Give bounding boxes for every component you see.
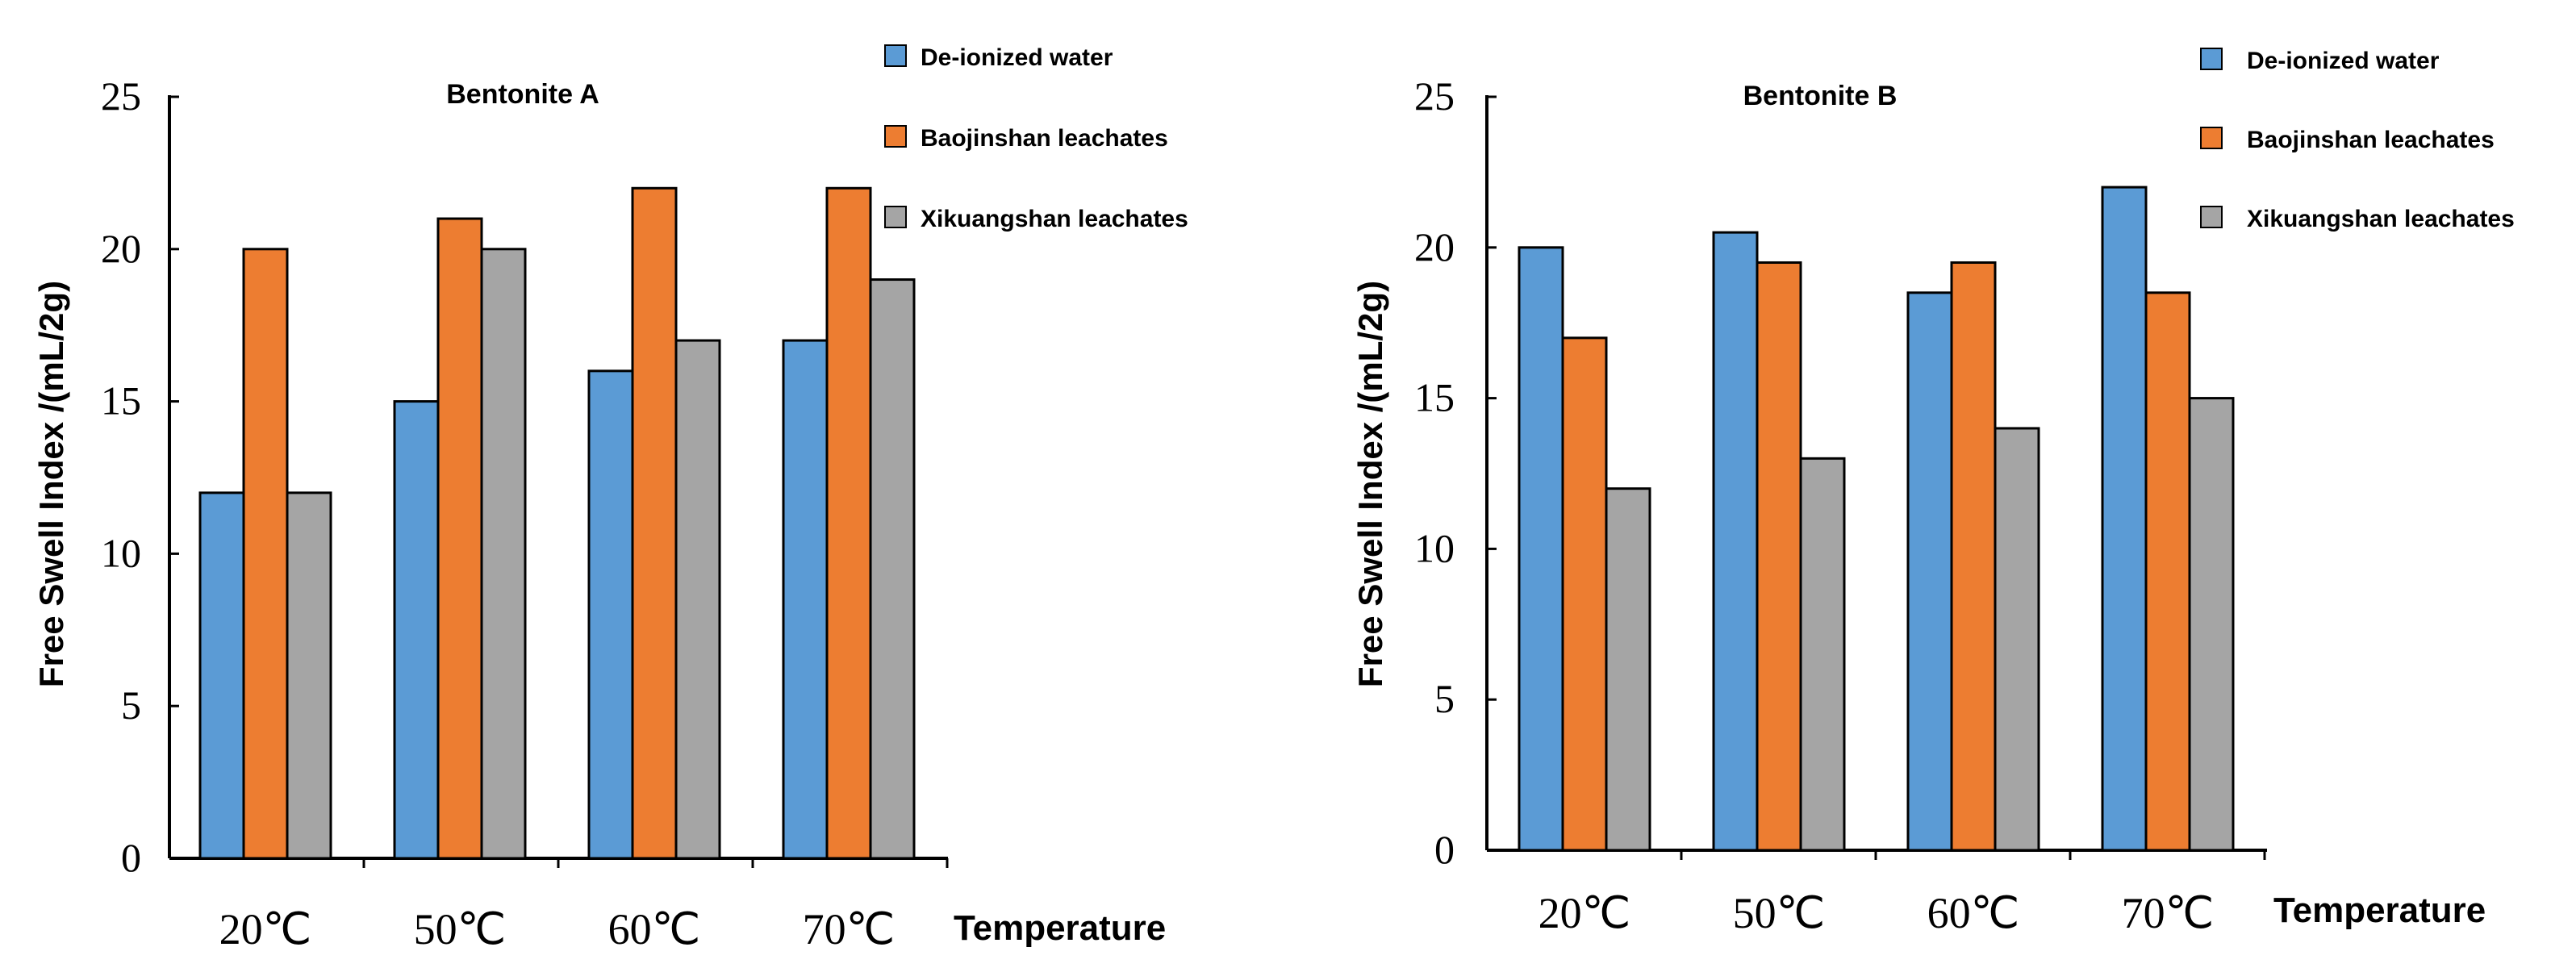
chart-b-y-tick-label: 5 [1434, 676, 1455, 721]
chart-b-category-label: 60℃ [1927, 889, 2020, 937]
chart-a-bar-s1-c2 [631, 186, 678, 860]
chart-b-xlabel: Temperature [2273, 891, 2486, 930]
chart-b-bar-s2-c2 [1994, 427, 2040, 852]
chart-a-y-tick-label: 10 [101, 530, 141, 575]
chart-b-bar-s0-c3 [2101, 186, 2148, 852]
chart-b-title: Bentonite B [1743, 81, 1898, 111]
chart-a-bar-s0-c3 [782, 339, 829, 860]
chart-b-bar-s0-c1 [1712, 231, 1759, 852]
chart-b-y-tick-label: 20 [1414, 224, 1455, 269]
chart-a-legend-label-1: Baojinshan leachates [921, 125, 1168, 152]
chart-b-bar-s1-c1 [1756, 261, 1802, 852]
chart-b-y-tick-label: 15 [1414, 375, 1455, 420]
chart-b-legend-label-1: Baojinshan leachates [2247, 127, 2495, 153]
chart-a-bar-s2-c0 [286, 491, 332, 860]
chart-b-bar-s1-c0 [1561, 336, 1608, 852]
chart-b-bar-s1-c2 [1950, 261, 1997, 852]
chart-b-legend-label-0: De-ionized water [2247, 48, 2440, 74]
chart-a-bar-s1-c3 [825, 186, 872, 860]
chart-a-ylabel: Free Swell Index /(mL/2g) [32, 281, 70, 687]
chart-a-y-tick-label: 25 [101, 73, 141, 119]
chart-a-category-label: 60℃ [608, 905, 701, 953]
chart-a-category-label: 50℃ [414, 905, 507, 953]
chart-a-title: Bentonite A [446, 79, 599, 110]
chart-a-legend-swatch-1 [884, 125, 907, 148]
chart-b-legend-swatch-1 [2200, 127, 2223, 149]
chart-a-legend-swatch-0 [884, 44, 907, 67]
chart-a-bar-s2-c1 [480, 248, 527, 860]
chart-a-legend-swatch-2 [884, 206, 907, 228]
chart-b-legend: De-ionized water Baojinshan leachates Xi… [2200, 48, 2515, 232]
chart-b-y-tick-label: 0 [1434, 827, 1455, 872]
chart-a-y-tick-label: 20 [101, 226, 141, 271]
chart-b-legend-swatch-2 [2200, 206, 2223, 228]
chart-b-bar-s2-c0 [1605, 487, 1651, 852]
chart-a-bar-s1-c1 [436, 217, 483, 860]
chart-b-y-tick-label: 10 [1414, 525, 1455, 570]
chart-a-bar-s0-c1 [393, 400, 440, 860]
chart-a-category-label: 20℃ [219, 905, 312, 953]
chart-b-bar-s1-c3 [2144, 291, 2191, 852]
chart-a-legend-label-2: Xikuangshan leachates [921, 206, 1188, 232]
chart-bentonite-a: Bentonite A Free Swell Index /(mL/2g) Te… [32, 44, 1188, 953]
chart-b-y-tick-label: 25 [1414, 73, 1455, 119]
chart-b-legend-label-2: Xikuangshan leachates [2247, 206, 2515, 232]
chart-b-bar-s2-c1 [1799, 457, 1846, 852]
chart-a-bar-s2-c3 [869, 278, 916, 860]
chart-a-y-tick-label: 15 [101, 378, 141, 424]
chart-b-category-label: 20℃ [1539, 889, 1631, 937]
chart-b-bar-s0-c2 [1906, 291, 1953, 852]
chart-a-legend: De-ionized water Baojinshan leachates Xi… [884, 44, 1188, 232]
chart-a-bar-s1-c0 [242, 248, 289, 860]
chart-a-legend-label-0: De-ionized water [921, 44, 1113, 71]
chart-a-bar-s2-c2 [674, 339, 721, 860]
chart-b-category-label: 70℃ [2122, 889, 2215, 937]
chart-b-bar-s2-c3 [2188, 397, 2235, 852]
chart-b-legend-swatch-0 [2200, 48, 2223, 70]
chart-a-xlabel: Temperature [954, 908, 1166, 948]
chart-b-ylabel: Free Swell Index /(mL/2g) [1351, 281, 1389, 687]
chart-a-bar-s0-c0 [198, 491, 245, 860]
chart-a-y-tick-label: 0 [121, 835, 141, 880]
chart-b-category-label: 50℃ [1733, 889, 1826, 937]
chart-a-category-label: 70℃ [803, 905, 896, 953]
chart-a-bar-s0-c2 [587, 369, 634, 860]
chart-b-bar-s0-c0 [1518, 246, 1564, 852]
chart-a-y-tick-label: 5 [121, 682, 141, 728]
chart-bentonite-b: Bentonite B Free Swell Index /(mL/2g) Te… [1351, 48, 2515, 937]
